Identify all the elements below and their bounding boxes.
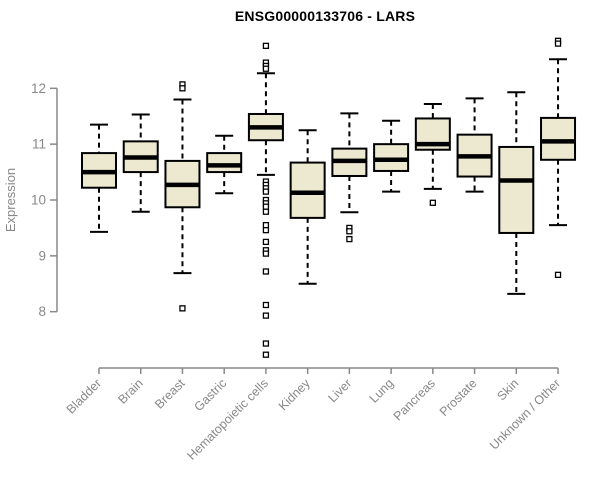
outlier-point — [262, 65, 270, 72]
outlier-point — [346, 235, 353, 243]
outlier-point — [262, 301, 270, 309]
outlier-point — [262, 188, 270, 195]
x-tick-label: Gastric — [191, 376, 229, 414]
outlier-point — [262, 312, 270, 319]
y-axis-title: Expression — [3, 168, 18, 232]
outlier-point — [554, 271, 562, 278]
outlier-point — [554, 40, 562, 47]
y-tick-label: 12 — [31, 81, 46, 96]
box — [498, 145, 535, 234]
outlier-point — [179, 305, 186, 312]
x-tick-label: Kidney — [276, 376, 313, 413]
box — [206, 152, 243, 174]
outlier-point — [262, 250, 270, 257]
y-tick-label: 9 — [38, 248, 46, 263]
x-tick-label: Liver — [325, 376, 354, 405]
outlier-point — [262, 227, 270, 234]
y-tick-label: 8 — [38, 304, 46, 319]
x-tick-label: Brain — [115, 376, 146, 407]
x-tick-label: Skin — [494, 376, 521, 403]
outlier-point — [262, 238, 270, 246]
outlier-point — [429, 199, 436, 206]
x-tick-label: Lung — [367, 376, 397, 406]
outlier-point — [262, 221, 270, 229]
y-tick-label: 11 — [32, 137, 46, 152]
outlier-point — [262, 203, 270, 210]
x-tick-label: Unknown / Other — [487, 376, 563, 452]
outlier-point — [262, 42, 270, 50]
x-tick-label: Hematopoietic cells — [184, 376, 271, 463]
x-tick-label: Prostate — [437, 376, 480, 419]
outlier-point — [262, 268, 270, 275]
box — [289, 161, 326, 219]
chart-title: ENSG00000133706 - LARS — [234, 8, 416, 24]
outlier-point — [262, 340, 270, 347]
x-tick-label: Pancreas — [391, 376, 438, 423]
box — [540, 116, 577, 161]
y-tick-label: 10 — [31, 193, 46, 208]
outlier-point — [346, 228, 353, 235]
x-tick-label: Bladder — [64, 376, 104, 416]
x-tick-label: Breast — [152, 376, 188, 412]
outlier-point — [262, 208, 270, 215]
outlier-point — [262, 351, 270, 358]
outlier-point — [179, 85, 186, 92]
